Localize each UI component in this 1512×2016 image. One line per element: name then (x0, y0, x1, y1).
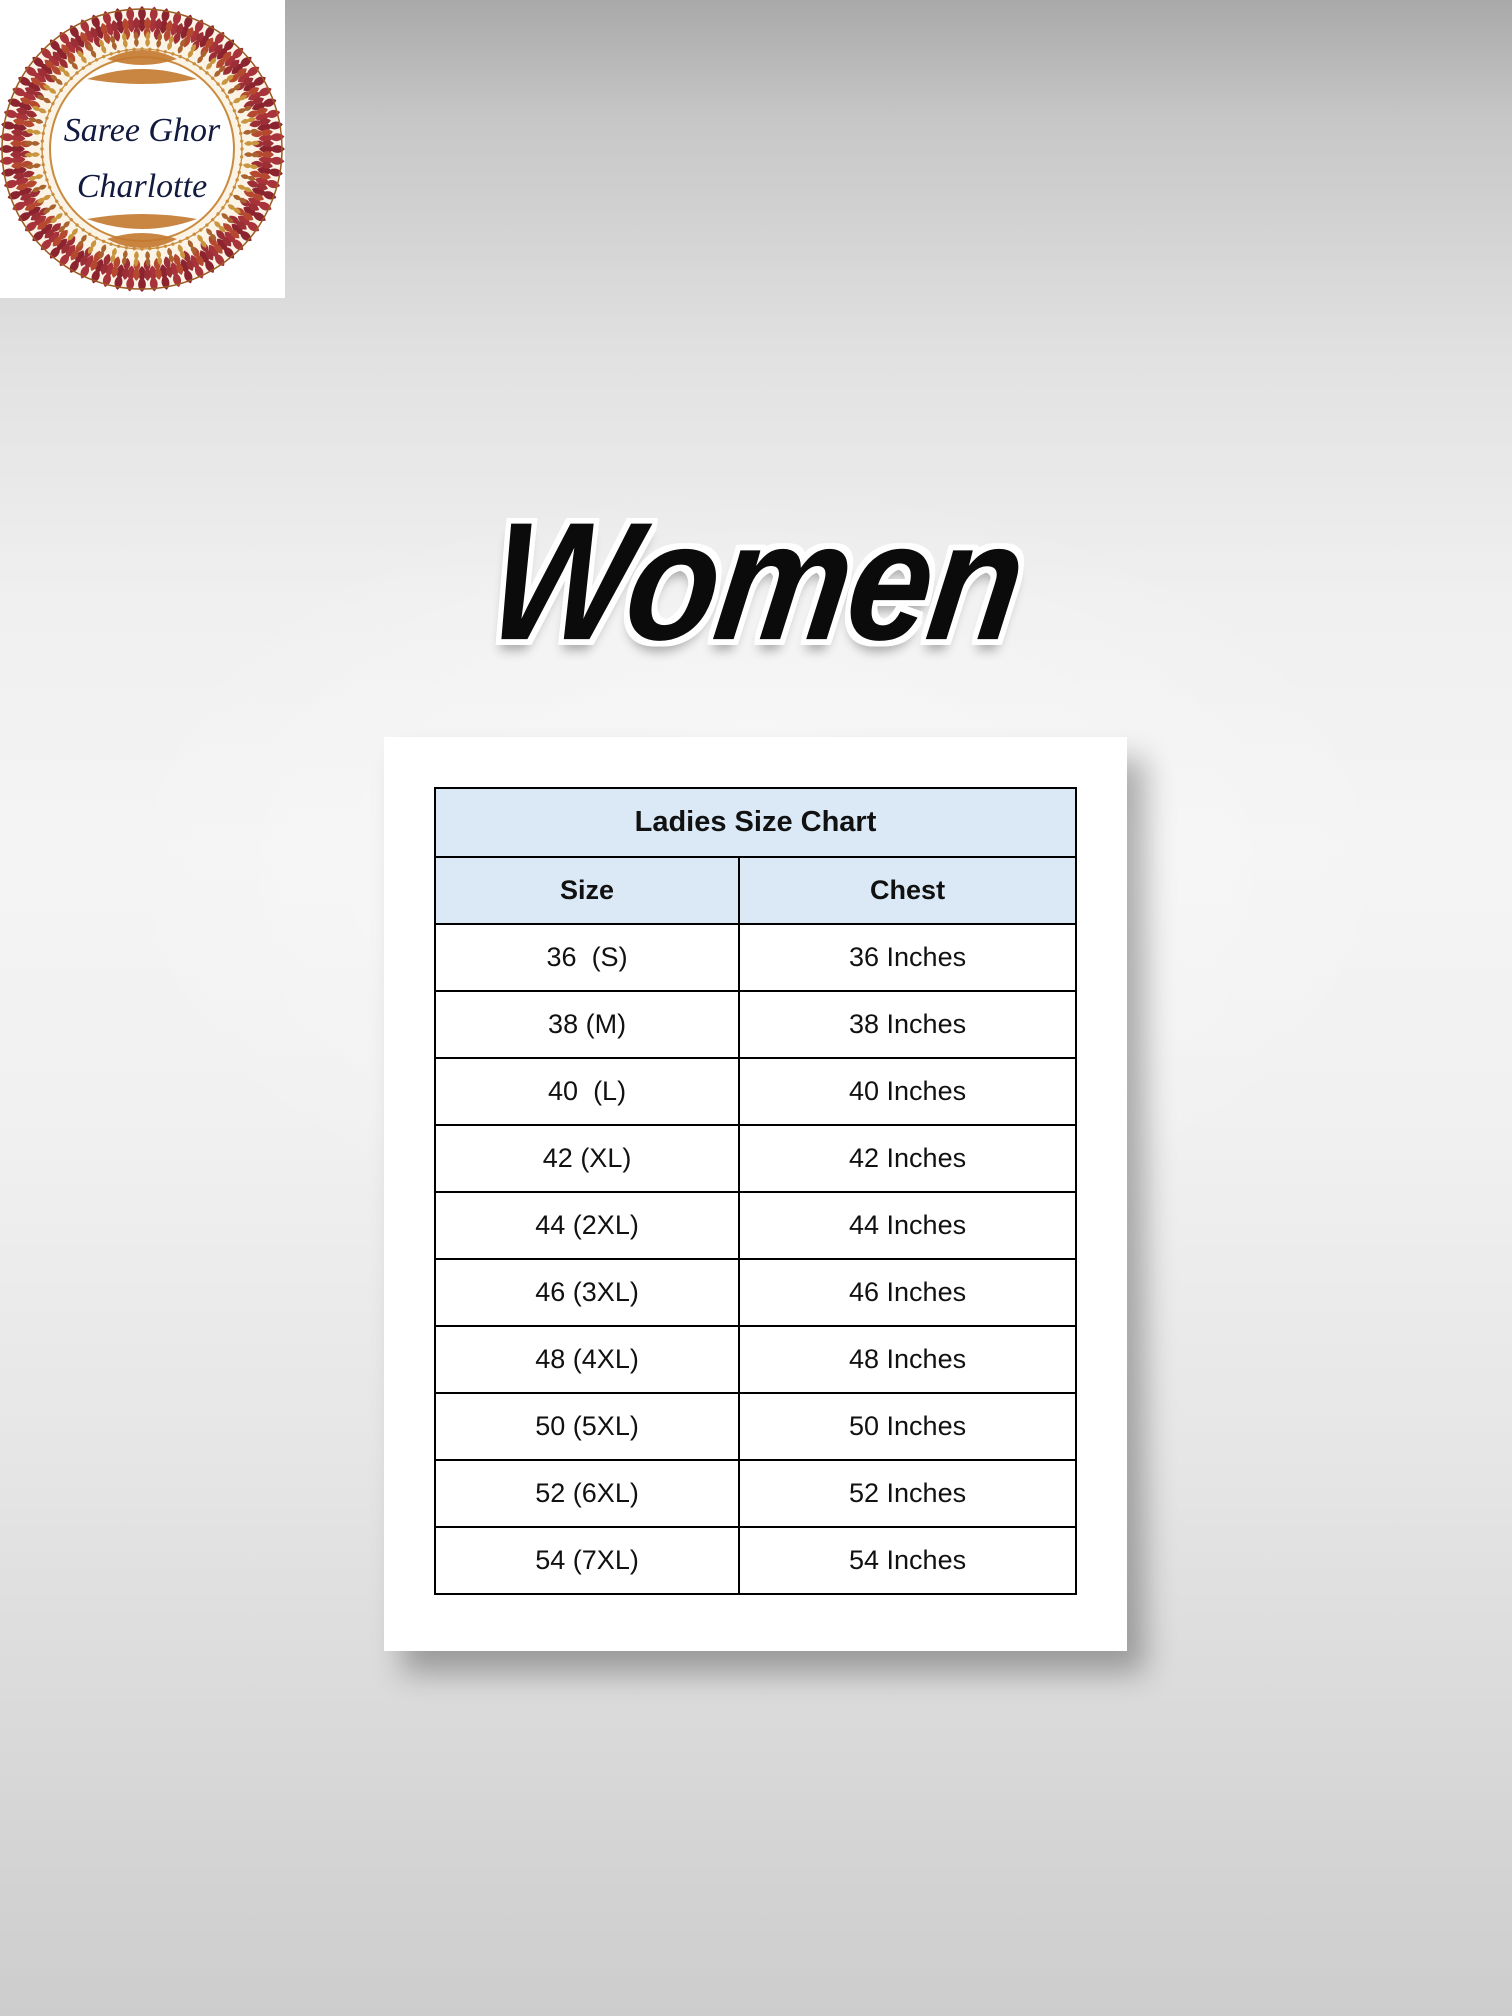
svg-text:Charlotte: Charlotte (77, 168, 207, 205)
svg-text:Saree Ghor: Saree Ghor (64, 112, 221, 149)
